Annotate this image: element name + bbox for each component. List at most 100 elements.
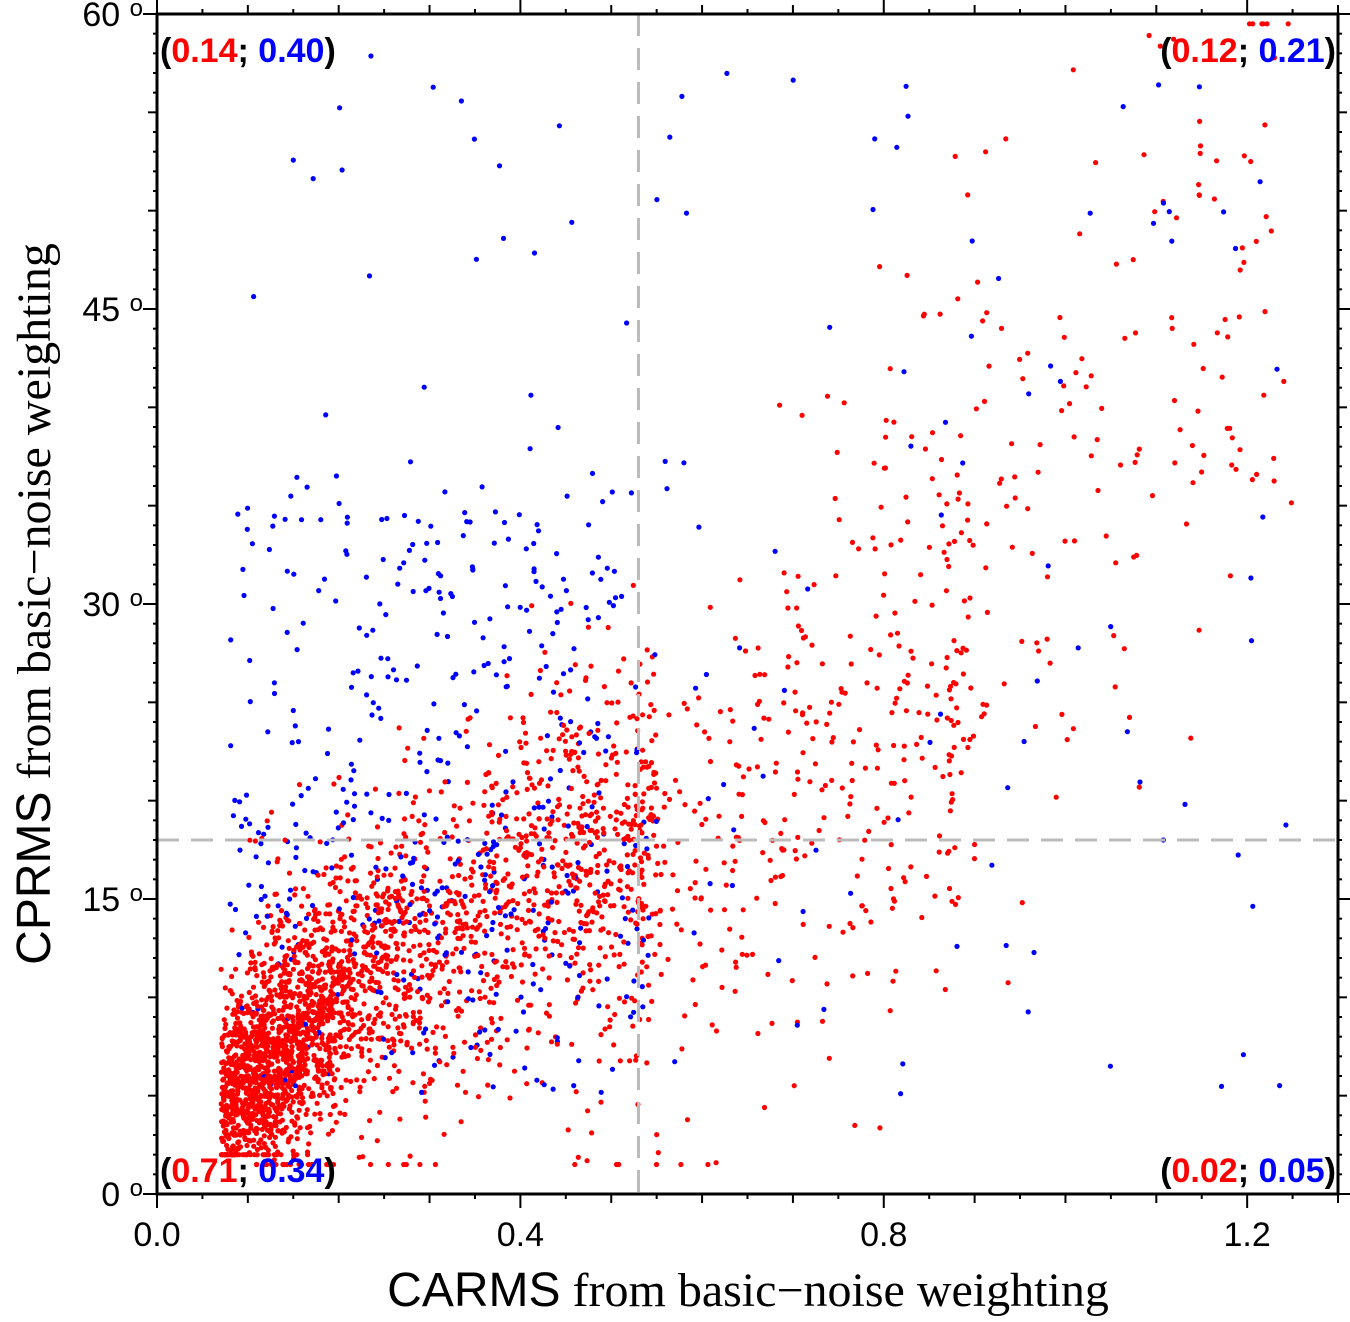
red-point (219, 1084, 225, 1090)
red-point (391, 918, 397, 925)
red-point (249, 1067, 255, 1073)
red-point (314, 1063, 320, 1069)
red-point (617, 878, 623, 884)
red-point (596, 850, 602, 857)
red-point (311, 939, 317, 945)
red-point (422, 822, 428, 828)
red-point (261, 1141, 267, 1147)
red-point (1169, 315, 1175, 321)
red-point (343, 938, 349, 944)
blue-point (303, 830, 309, 836)
red-point (461, 945, 467, 952)
red-point (483, 846, 489, 852)
red-point (341, 924, 348, 930)
red-point (460, 926, 466, 932)
red-point (424, 898, 430, 904)
red-point (232, 1025, 238, 1031)
red-point (306, 1141, 312, 1147)
red-point (335, 964, 342, 970)
red-point (538, 735, 544, 741)
red-point (595, 781, 601, 787)
red-point (306, 1086, 312, 1092)
red-point (327, 1111, 333, 1118)
red-point (332, 1046, 338, 1052)
red-point (380, 1000, 386, 1006)
red-point (362, 928, 368, 935)
red-point (1249, 477, 1255, 483)
blue-point (540, 804, 546, 810)
red-point (597, 903, 603, 909)
red-point (444, 959, 450, 965)
red-point (299, 1086, 305, 1092)
red-point (244, 1063, 250, 1069)
red-point (350, 1011, 356, 1018)
red-point (393, 1085, 400, 1091)
blue-point (606, 599, 612, 605)
blue-point (251, 294, 257, 300)
red-point (507, 715, 513, 721)
red-point (365, 942, 371, 948)
red-point (492, 910, 498, 916)
red-point (239, 1064, 245, 1070)
red-point (442, 779, 448, 785)
red-point (617, 864, 623, 871)
red-point (561, 822, 567, 828)
red-point (362, 964, 368, 971)
blue-point (381, 1036, 387, 1042)
red-point (303, 1111, 309, 1117)
blue-point (1025, 1009, 1031, 1015)
red-point (961, 598, 968, 604)
red-point (560, 858, 566, 864)
red-point (323, 911, 329, 917)
red-point (298, 1022, 305, 1028)
red-point (276, 935, 282, 941)
red-point (263, 1144, 269, 1151)
red-point (329, 948, 335, 954)
red-point (605, 624, 611, 631)
blue-point (410, 859, 416, 866)
red-point (236, 1001, 242, 1008)
blue-point (445, 760, 451, 766)
blue-point (253, 854, 259, 860)
blue-point (528, 392, 534, 398)
red-point (754, 895, 760, 901)
red-point (492, 895, 498, 901)
blue-point (550, 1086, 556, 1092)
blue-point (282, 516, 288, 522)
red-point (901, 757, 907, 763)
red-point (282, 837, 288, 843)
red-point (427, 995, 433, 1001)
red-point (944, 501, 950, 507)
red-point (400, 957, 407, 963)
red-point (812, 954, 818, 961)
red-point (348, 915, 354, 921)
red-point (819, 787, 825, 793)
red-point (933, 968, 939, 974)
blue-point (435, 935, 441, 941)
red-point (1034, 640, 1040, 646)
red-point (254, 973, 260, 979)
red-point (646, 714, 652, 720)
red-point (348, 1078, 354, 1084)
red-point (477, 909, 483, 915)
red-point (782, 817, 788, 823)
blue-point (489, 926, 495, 933)
red-point (269, 1025, 275, 1031)
red-point (564, 977, 571, 983)
red-point (300, 886, 306, 892)
red-point (233, 1032, 239, 1038)
red-point (254, 1147, 260, 1153)
blue-point (396, 918, 402, 925)
red-point (617, 1058, 623, 1064)
blue-point (237, 847, 243, 853)
red-point (400, 898, 406, 904)
red-point (325, 1018, 331, 1024)
red-point (341, 999, 348, 1005)
blue-point (724, 70, 730, 76)
red-point (608, 881, 614, 887)
red-point (504, 964, 510, 970)
red-point (641, 881, 647, 888)
red-point (218, 966, 224, 972)
red-point (769, 1020, 775, 1026)
red-point (640, 764, 647, 770)
